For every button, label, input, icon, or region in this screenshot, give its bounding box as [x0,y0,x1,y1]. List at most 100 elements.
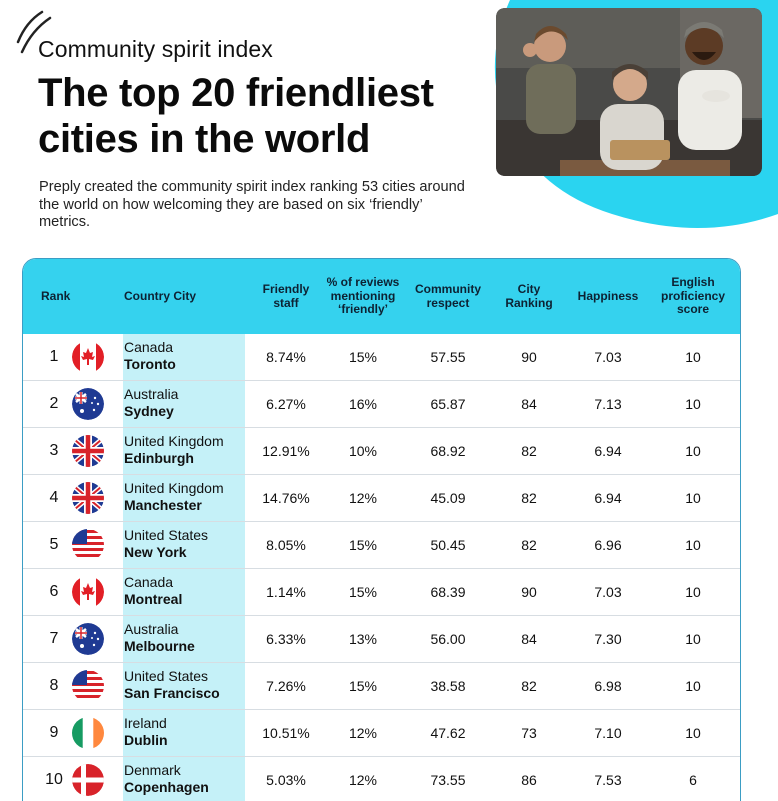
community-respect-cell: 47.62 [430,725,466,741]
table-header: Rank Country City Friendly staff % of re… [23,259,740,334]
rank-cell: 5 [49,536,59,553]
happiness-cell: 7.30 [594,631,622,647]
happiness-cell: 6.98 [594,678,622,694]
country-name: United States [124,527,209,543]
happiness-cell: 6.96 [594,537,622,553]
country-name: Canada [124,339,174,355]
column-header-friendly-staff: Friendly staff [262,282,310,310]
table-row: 6 Canada Montreal 1.14% 15% 68.39 90 7.03 10 [23,569,740,616]
happiness-cell: 7.03 [594,584,622,600]
eyebrow-title: Community spirit index [38,36,273,62]
reviews-cell: 12% [348,725,378,741]
hero-photo [494,0,778,228]
city-name: Copenhagen [124,779,209,795]
table-row: 8 United States San Francisco 7.26% 15% 38.58… [23,663,740,710]
english-cell: 6 [689,772,697,788]
decorative-slashes-icon [16,10,52,54]
city-ranking-cell: 84 [521,396,537,412]
table-row: 9 Ireland Dublin 10.51% 12% 47.62 73 7.10 10 [23,710,740,757]
city-name: Edinburgh [124,450,194,466]
english-cell: 10 [685,349,701,365]
country-name: Denmark [124,762,181,778]
australia-flag-icon [72,388,104,420]
city-ranking-cell: 84 [521,631,537,647]
city-ranking-cell: 82 [521,443,537,459]
community-respect-cell: 73.55 [430,772,466,788]
city-name: Montreal [124,591,183,607]
country-name: United States [124,668,209,684]
community-respect-cell: 65.87 [430,396,466,412]
country-name: Ireland [124,715,167,731]
city-name: Manchester [124,497,202,513]
column-header-community-respect: Community respect [415,282,481,310]
table-row: 3 United Kingdom Edinburgh 12.91% 10% 68.92 82… [23,428,740,475]
english-cell: 10 [685,490,701,506]
happiness-cell: 7.13 [594,396,622,412]
country-city-cell: Australia Sydney [124,386,244,420]
reviews-cell: 15% [348,537,378,553]
ranking-table: Rank Country City Friendly staff % of re… [22,258,741,801]
country-name: Canada [124,574,174,590]
country-city-cell: United States San Francisco [124,668,244,702]
english-cell: 10 [685,584,701,600]
uk-flag-icon [72,435,104,467]
reviews-cell: 15% [348,678,378,694]
english-cell: 10 [685,537,701,553]
happiness-cell: 7.53 [594,772,622,788]
city-name: Melbourne [124,638,195,654]
country-city-cell: Denmark Copenhagen [124,762,244,796]
reviews-cell: 13% [348,631,378,647]
column-header-rank: Rank [41,288,71,303]
reviews-cell: 15% [348,584,378,600]
country-name: Australia [124,621,179,637]
table-row: 2 Australia Sydney 6.27% 16% 65.87 84 7.13 10 [23,381,740,428]
city-ranking-cell: 90 [521,349,537,365]
country-city-cell: United Kingdom Edinburgh [124,433,244,467]
rank-cell: 3 [49,442,59,459]
description: Preply created the community spirit inde… [39,179,465,230]
city-name: Sydney [124,403,174,419]
usa-flag-icon [72,529,104,561]
friendly-staff-cell: 8.74% [266,349,306,365]
rank-cell: 9 [49,724,59,741]
friendly-staff-cell: 8.05% [266,537,306,553]
table-row: 4 United Kingdom Manchester 14.76% 12% 45.09 8… [23,475,740,522]
country-name: Australia [124,386,179,402]
country-name: United Kingdom [124,433,224,449]
rank-cell: 8 [49,677,59,694]
english-cell: 10 [685,396,701,412]
column-header-city-ranking: City Ranking [505,282,553,310]
country-city-cell: Canada Montreal [124,574,244,608]
happiness-cell: 7.03 [594,349,622,365]
city-name: New York [124,544,187,560]
friendly-staff-cell: 6.27% [266,396,306,412]
english-cell: 10 [685,678,701,694]
city-name: San Francisco [124,685,220,701]
table-row: 7 Australia Melbourne 6.33% 13% 56.00 84 7.30 10 [23,616,740,663]
australia-flag-icon [72,623,104,655]
reviews-cell: 10% [348,443,378,459]
country-city-cell: United Kingdom Manchester [124,480,244,514]
city-name: Dublin [124,732,168,748]
ireland-flag-icon [72,717,104,749]
country-column-band [123,334,245,801]
rank-cell: 2 [49,395,59,412]
rank-cell: 6 [49,583,59,600]
happiness-cell: 6.94 [594,490,622,506]
english-cell: 10 [685,443,701,459]
friendly-staff-cell: 12.91% [262,443,310,459]
happiness-cell: 7.10 [594,725,622,741]
reviews-cell: 12% [348,490,378,506]
country-city-cell: United States New York [124,527,244,561]
table-row: 5 United States New York 8.05% 15% 50.45 82 6.9… [23,522,740,569]
english-cell: 10 [685,631,701,647]
column-header-reviews: % of reviews mentioning ‘friendly’ [326,275,400,317]
community-respect-cell: 38.58 [430,678,466,694]
table-row: 10 Denmark Copenhagen 5.03% 12% 73.55 86 7.53 6 [23,757,740,801]
rank-cell: 10 [45,771,63,788]
country-city-cell: Australia Melbourne [124,621,244,655]
column-header-english: English proficiency score [660,275,726,317]
community-respect-cell: 56.00 [430,631,466,647]
usa-flag-icon [72,670,104,702]
community-respect-cell: 45.09 [430,490,466,506]
